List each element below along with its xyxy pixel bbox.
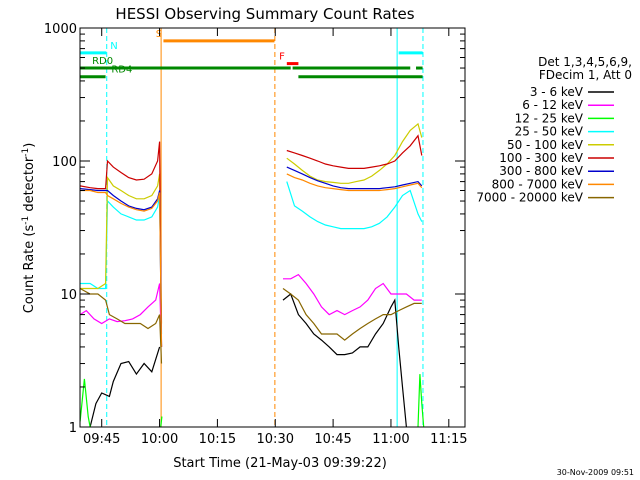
series-line-50-100-kev xyxy=(286,122,423,184)
legend-label-12-25-kev: 12 - 25 keV xyxy=(515,111,584,125)
series-line-6-12-kev xyxy=(283,273,422,316)
legend: Det 1,3,4,5,6,9, FDecim 1, Att 0 3 - 6 k… xyxy=(476,55,632,205)
series-line-300-800-kev xyxy=(286,166,423,190)
legend-label-3-6-kev: 3 - 6 keV xyxy=(530,85,584,99)
series-line-12-25-kev xyxy=(160,416,163,427)
series-line-7000-20000-kev xyxy=(80,287,163,364)
series-line-25-50-kev xyxy=(80,195,163,335)
series-line-25-50-kev xyxy=(286,181,423,230)
state-label-rd4: RD4 xyxy=(111,65,132,76)
state-label-n: N xyxy=(110,41,117,52)
x-tick-label: 10:00 xyxy=(141,432,178,447)
series-line-100-300-kev xyxy=(286,134,423,169)
x-tick-label: 11:15 xyxy=(430,432,467,447)
legend-label-300-800-kev: 300 - 800 keV xyxy=(499,164,583,178)
x-axis-ticks: 09:45 10:00 10:15 10:30 10:45 11:00 11:15 xyxy=(83,28,468,447)
series-line-50-100-kev xyxy=(80,173,163,324)
state-label-f: F xyxy=(279,52,285,63)
series-line-800-7000-kev xyxy=(80,189,163,347)
x-tick-label: 11:00 xyxy=(372,432,409,447)
chart-title: HESSI Observing Summary Count Rates xyxy=(115,5,414,23)
series-line-3-6-kev xyxy=(282,293,407,427)
series-line-6-12-kev xyxy=(80,283,163,347)
x-axis-label: Start Time (21-May-03 09:39:22) xyxy=(173,456,387,471)
y-tick-label: 1 xyxy=(69,421,77,436)
legend-label-7000-20000-kev: 7000 - 20000 keV xyxy=(476,191,583,205)
state-label-s: S xyxy=(156,29,162,40)
x-tick-label: 09:45 xyxy=(83,432,120,447)
x-tick-label: 10:15 xyxy=(199,432,236,447)
legend-header-1: Det 1,3,4,5,6,9, xyxy=(538,55,632,69)
series-line-800-7000-kev xyxy=(286,173,423,192)
x-tick-label: 10:45 xyxy=(314,432,351,447)
state-label-rd0: RD0 xyxy=(92,56,113,67)
plot-frame xyxy=(79,27,466,428)
legend-label-6-12-kev: 6 - 12 keV xyxy=(522,98,584,112)
legend-header-2: FDecim 1, Att 0 xyxy=(539,68,632,82)
y-axis-label: Count Rate (s-1 detector-1) xyxy=(21,143,37,314)
series-line-7000-20000-kev xyxy=(282,288,422,341)
legend-label-100-300-kev: 100 - 300 keV xyxy=(499,151,583,165)
y-axis-ticks: 1 10 100 1000 xyxy=(44,22,465,436)
legend-label-25-50-kev: 25 - 50 keV xyxy=(515,125,584,139)
series-line-12-25-kev xyxy=(417,374,425,427)
series-line-3-6-kev xyxy=(89,346,161,427)
y-tick-label: 100 xyxy=(52,155,77,170)
series-line-100-300-kev xyxy=(80,141,163,347)
x-tick-label: 10:30 xyxy=(257,432,294,447)
series-line-300-800-kev xyxy=(80,188,163,347)
legend-label-50-100-kev: 50 - 100 keV xyxy=(507,138,584,152)
y-tick-label: 1000 xyxy=(44,22,77,37)
legend-label-800-7000-kev: 800 - 7000 keV xyxy=(492,177,584,191)
footer-timestamp: 30-Nov-2009 09:51 xyxy=(557,468,634,477)
series-line-12-25-kev xyxy=(80,378,91,427)
y-tick-label: 10 xyxy=(60,288,77,303)
